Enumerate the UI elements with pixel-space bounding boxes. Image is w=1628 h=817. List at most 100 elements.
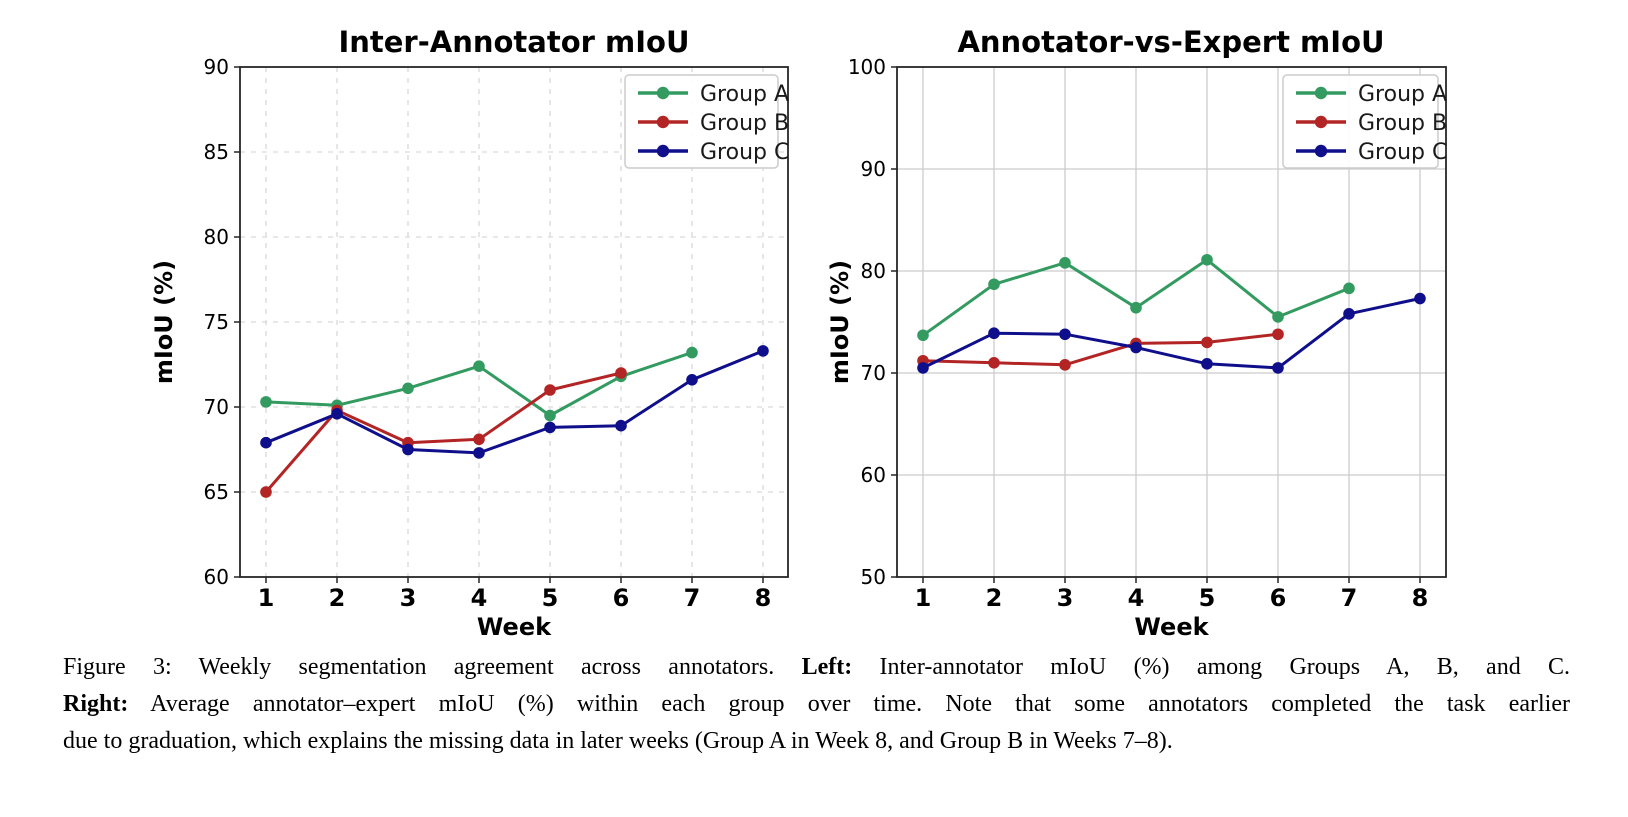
data-point-marker: [1343, 282, 1355, 295]
data-point-marker: [615, 367, 627, 379]
data-point-marker: [917, 362, 929, 374]
legend-label: Group C: [700, 140, 789, 165]
y-tick-label: 65: [204, 480, 229, 504]
caption-line: Figure 3: Weekly segmentation agreement …: [63, 649, 1570, 686]
series-line: [922, 332, 1279, 367]
caption-bold-segment: Right:: [63, 691, 129, 717]
y-tick-label: 90: [204, 55, 229, 79]
data-point-marker: [331, 408, 343, 420]
y-tick-label: 60: [861, 463, 886, 487]
figure-charts: 60 65 70 75 80 85 90 1 2 3 4 5 6 7 8 Inter-Annotator mI…: [150, 25, 1447, 641]
legend-label: Group B: [1358, 111, 1447, 136]
y-tick-label: 90: [861, 157, 886, 181]
legend: Group A Group B Group C: [1282, 74, 1447, 169]
chart-title: Annotator-vs-Expert mIoU: [957, 25, 1384, 59]
x-tick-label: 5: [542, 584, 559, 612]
x-tick-label: 8: [1412, 584, 1429, 612]
y-tick-label: 70: [861, 361, 886, 385]
data-series-group-c: [260, 345, 769, 459]
data-series-group-b: [260, 367, 627, 498]
y-axis-label: mIoU (%): [150, 260, 178, 384]
data-point-marker: [544, 421, 556, 434]
plot-border: [896, 66, 1447, 578]
y-tick-label: 50: [861, 565, 886, 589]
data-point-marker: [1272, 311, 1284, 323]
series-line: [264, 371, 622, 493]
data-point-marker: [1414, 292, 1426, 305]
x-tick-label: 6: [613, 584, 630, 612]
y-tick-label: 85: [204, 140, 229, 164]
axis-ticks: 60 65 70 75 80 85 90 1 2 3 4 5 6 7 8: [204, 55, 772, 612]
y-tick-label: 70: [204, 395, 229, 419]
data-point-marker: [1272, 362, 1284, 374]
data-point-marker: [473, 447, 485, 459]
y-tick-label: 60: [204, 565, 229, 589]
data-point-marker: [260, 486, 272, 498]
y-tick-label: 75: [204, 310, 229, 334]
data-point-marker: [615, 419, 627, 432]
legend-label: Group A: [1358, 82, 1447, 107]
data-point-marker: [1059, 359, 1071, 371]
data-point-marker: [260, 396, 272, 408]
series-line: [922, 297, 1421, 370]
axis-ticks: 50 60 70 80 90 100 1 2 3 4 5 6 7 8: [848, 55, 1429, 612]
data-point-marker: [260, 436, 272, 449]
x-tick-label: 6: [1270, 584, 1287, 612]
data-point-marker: [473, 433, 485, 446]
caption-line: due to graduation, which explains the mi…: [63, 723, 1570, 760]
legend: Group A Group B Group C: [624, 74, 789, 169]
data-point-marker: [988, 327, 1000, 340]
data-point-marker: [1201, 253, 1213, 266]
data-point-marker: [1130, 341, 1142, 354]
y-tick-label: 100: [848, 55, 886, 79]
data-point-marker: [1201, 358, 1213, 370]
legend-label: Group A: [700, 82, 789, 107]
annotator-vs-expert-chart: 50 60 70 80 90 100 1 2 3 4 5 6 7 8 Annotator-vs-Expert…: [826, 25, 1447, 641]
x-axis-label: Week: [1134, 613, 1209, 641]
data-point-marker: [402, 382, 414, 395]
data-point-marker: [544, 409, 556, 422]
legend-label: Group C: [1358, 140, 1447, 165]
y-axis-label: mIoU (%): [826, 260, 854, 384]
gridlines: [240, 67, 788, 577]
x-tick-label: 4: [471, 584, 488, 612]
data-point-marker: [917, 329, 929, 342]
legend-label: Group B: [700, 111, 789, 136]
series-line: [265, 349, 764, 455]
legend-marker: [656, 115, 670, 129]
legend-marker: [656, 86, 670, 100]
data-point-marker: [1059, 257, 1071, 269]
x-tick-label: 7: [684, 584, 701, 612]
x-tick-label: 8: [755, 584, 772, 612]
data-point-marker: [402, 443, 414, 456]
data-point-marker: [1343, 308, 1355, 320]
x-tick-label: 1: [915, 584, 932, 612]
data-point-marker: [473, 360, 485, 373]
legend-marker: [1314, 86, 1328, 100]
data-point-marker: [1059, 328, 1071, 341]
data-point-marker: [988, 278, 1000, 291]
data-point-marker: [1130, 301, 1142, 314]
x-tick-label: 3: [400, 584, 417, 612]
x-tick-label: 1: [258, 584, 275, 612]
y-tick-label: 80: [861, 259, 886, 283]
x-tick-label: 3: [1057, 584, 1074, 612]
caption-segment: due to graduation, which explains the mi…: [63, 728, 1173, 754]
x-tick-label: 5: [1199, 584, 1216, 612]
y-tick-label: 80: [204, 225, 229, 249]
gridlines: [897, 67, 1446, 577]
legend-marker: [1314, 115, 1328, 129]
data-point-marker: [757, 345, 769, 357]
legend-marker: [656, 144, 670, 158]
data-point-marker: [1201, 336, 1213, 349]
caption-line: Right: Average annotator–expert mIoU (%)…: [63, 686, 1570, 723]
caption-segment: Figure 3: Weekly segmentation agreement …: [63, 654, 802, 680]
data-series-group-a: [917, 253, 1355, 342]
x-tick-label: 2: [329, 584, 346, 612]
x-tick-label: 2: [986, 584, 1003, 612]
data-point-marker: [988, 357, 1000, 369]
data-point-marker: [1272, 328, 1284, 341]
legend-marker: [1314, 144, 1328, 158]
chart-title: Inter-Annotator mIoU: [338, 25, 689, 59]
caption-bold-segment: Left:: [801, 654, 853, 680]
